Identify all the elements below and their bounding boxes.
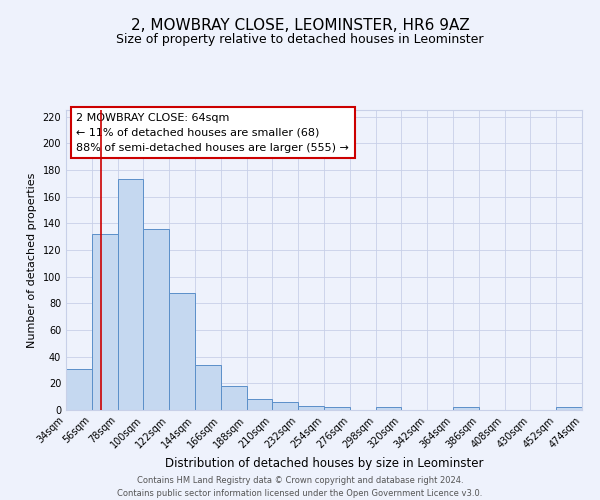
Bar	[272, 402, 298, 410]
Bar	[298, 406, 324, 410]
Bar	[556, 408, 582, 410]
Text: Size of property relative to detached houses in Leominster: Size of property relative to detached ho…	[116, 32, 484, 46]
Bar	[169, 292, 195, 410]
Y-axis label: Number of detached properties: Number of detached properties	[27, 172, 37, 348]
Text: Contains HM Land Registry data © Crown copyright and database right 2024.
Contai: Contains HM Land Registry data © Crown c…	[118, 476, 482, 498]
X-axis label: Distribution of detached houses by size in Leominster: Distribution of detached houses by size …	[165, 456, 483, 469]
Bar	[221, 386, 247, 410]
Bar	[66, 368, 92, 410]
Text: 2 MOWBRAY CLOSE: 64sqm
← 11% of detached houses are smaller (68)
88% of semi-det: 2 MOWBRAY CLOSE: 64sqm ← 11% of detached…	[76, 113, 349, 152]
Text: 2, MOWBRAY CLOSE, LEOMINSTER, HR6 9AZ: 2, MOWBRAY CLOSE, LEOMINSTER, HR6 9AZ	[131, 18, 469, 32]
Bar	[324, 408, 350, 410]
Bar	[118, 180, 143, 410]
Bar	[195, 364, 221, 410]
Bar	[92, 234, 118, 410]
Bar	[453, 408, 479, 410]
Bar	[247, 400, 272, 410]
Bar	[376, 408, 401, 410]
Bar	[143, 228, 169, 410]
